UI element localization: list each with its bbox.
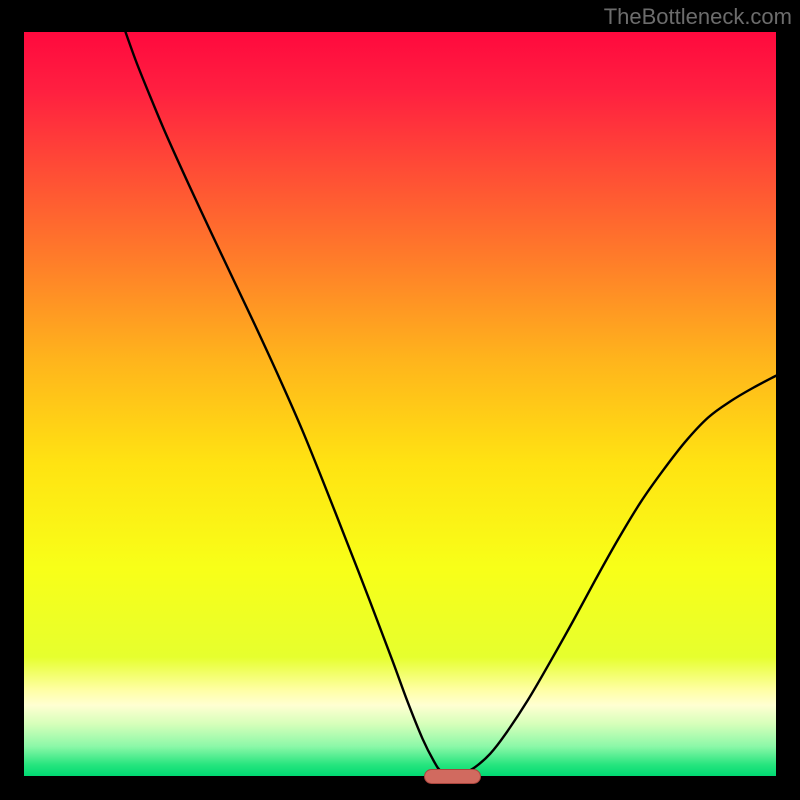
chart-background-gradient <box>24 32 776 776</box>
bottleneck-chart <box>24 32 776 776</box>
valley-marker-pill <box>424 769 480 784</box>
watermark-label: TheBottleneck.com <box>604 4 792 30</box>
